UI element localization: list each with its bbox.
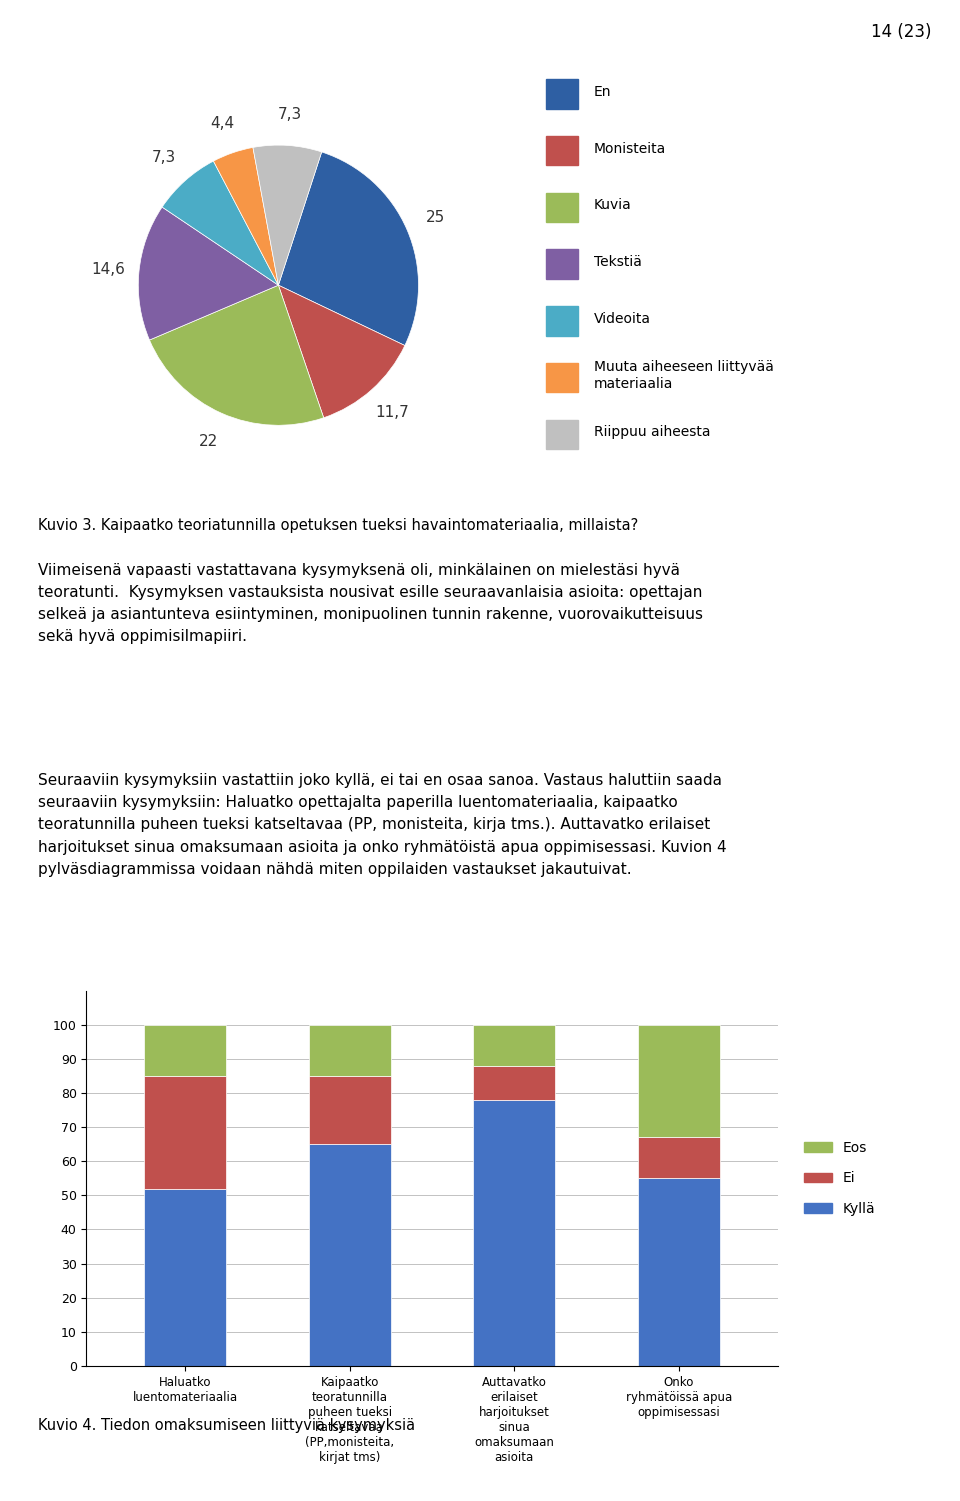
Wedge shape <box>213 147 278 285</box>
Text: 7,3: 7,3 <box>277 107 301 122</box>
Text: Videoita: Videoita <box>594 312 651 326</box>
Bar <box>144 1025 227 1076</box>
Text: 4,4: 4,4 <box>210 116 234 131</box>
Bar <box>545 363 578 392</box>
Bar <box>545 420 578 449</box>
Text: Tekstiä: Tekstiä <box>594 255 642 269</box>
Bar <box>545 249 578 279</box>
Bar <box>637 1025 720 1138</box>
Wedge shape <box>150 285 324 425</box>
Bar <box>308 1144 391 1366</box>
Text: En: En <box>594 86 612 99</box>
Text: Monisteita: Monisteita <box>594 141 666 156</box>
Text: 25: 25 <box>426 210 445 225</box>
Text: Viimeisenä vapaasti vastattavana kysymyksenä oli, minkälainen on mielestäsi hyvä: Viimeisenä vapaasti vastattavana kysymyk… <box>38 563 704 644</box>
Bar <box>545 192 578 222</box>
Bar <box>308 1025 391 1076</box>
Bar <box>637 1178 720 1366</box>
Text: 14,6: 14,6 <box>91 261 125 276</box>
Text: 11,7: 11,7 <box>375 405 409 420</box>
Bar <box>308 1076 391 1144</box>
Text: Riippuu aiheesta: Riippuu aiheesta <box>594 425 710 440</box>
Bar <box>473 1066 556 1100</box>
Bar <box>545 80 578 108</box>
Text: Seuraaviin kysymyksiin vastattiin joko kyllä, ei tai en osaa sanoa. Vastaus halu: Seuraaviin kysymyksiin vastattiin joko k… <box>38 773 727 877</box>
Text: Kuvia: Kuvia <box>594 198 632 212</box>
Bar <box>144 1076 227 1189</box>
Bar <box>473 1025 556 1066</box>
Bar <box>144 1189 227 1366</box>
Bar <box>637 1138 720 1178</box>
Wedge shape <box>162 161 278 285</box>
Wedge shape <box>278 285 405 417</box>
Bar <box>473 1100 556 1366</box>
Bar <box>545 137 578 165</box>
Text: 14 (23): 14 (23) <box>871 23 931 41</box>
Wedge shape <box>252 146 322 285</box>
Text: 22: 22 <box>199 434 218 449</box>
Bar <box>545 306 578 336</box>
Text: Muuta aiheeseen liittyvää
materiaalia: Muuta aiheeseen liittyvää materiaalia <box>594 360 774 390</box>
Text: Kuvio 3. Kaipaatko teoriatunnilla opetuksen tueksi havaintomateriaalia, millaist: Kuvio 3. Kaipaatko teoriatunnilla opetuk… <box>38 518 638 533</box>
Wedge shape <box>138 207 278 341</box>
Text: 7,3: 7,3 <box>153 150 177 165</box>
Legend: Eos, Ei, Kyllä: Eos, Ei, Kyllä <box>799 1135 881 1222</box>
Text: Kuvio 4. Tiedon omaksumiseen liittyviä kysymyksiä: Kuvio 4. Tiedon omaksumiseen liittyviä k… <box>38 1418 416 1433</box>
Wedge shape <box>278 152 419 345</box>
